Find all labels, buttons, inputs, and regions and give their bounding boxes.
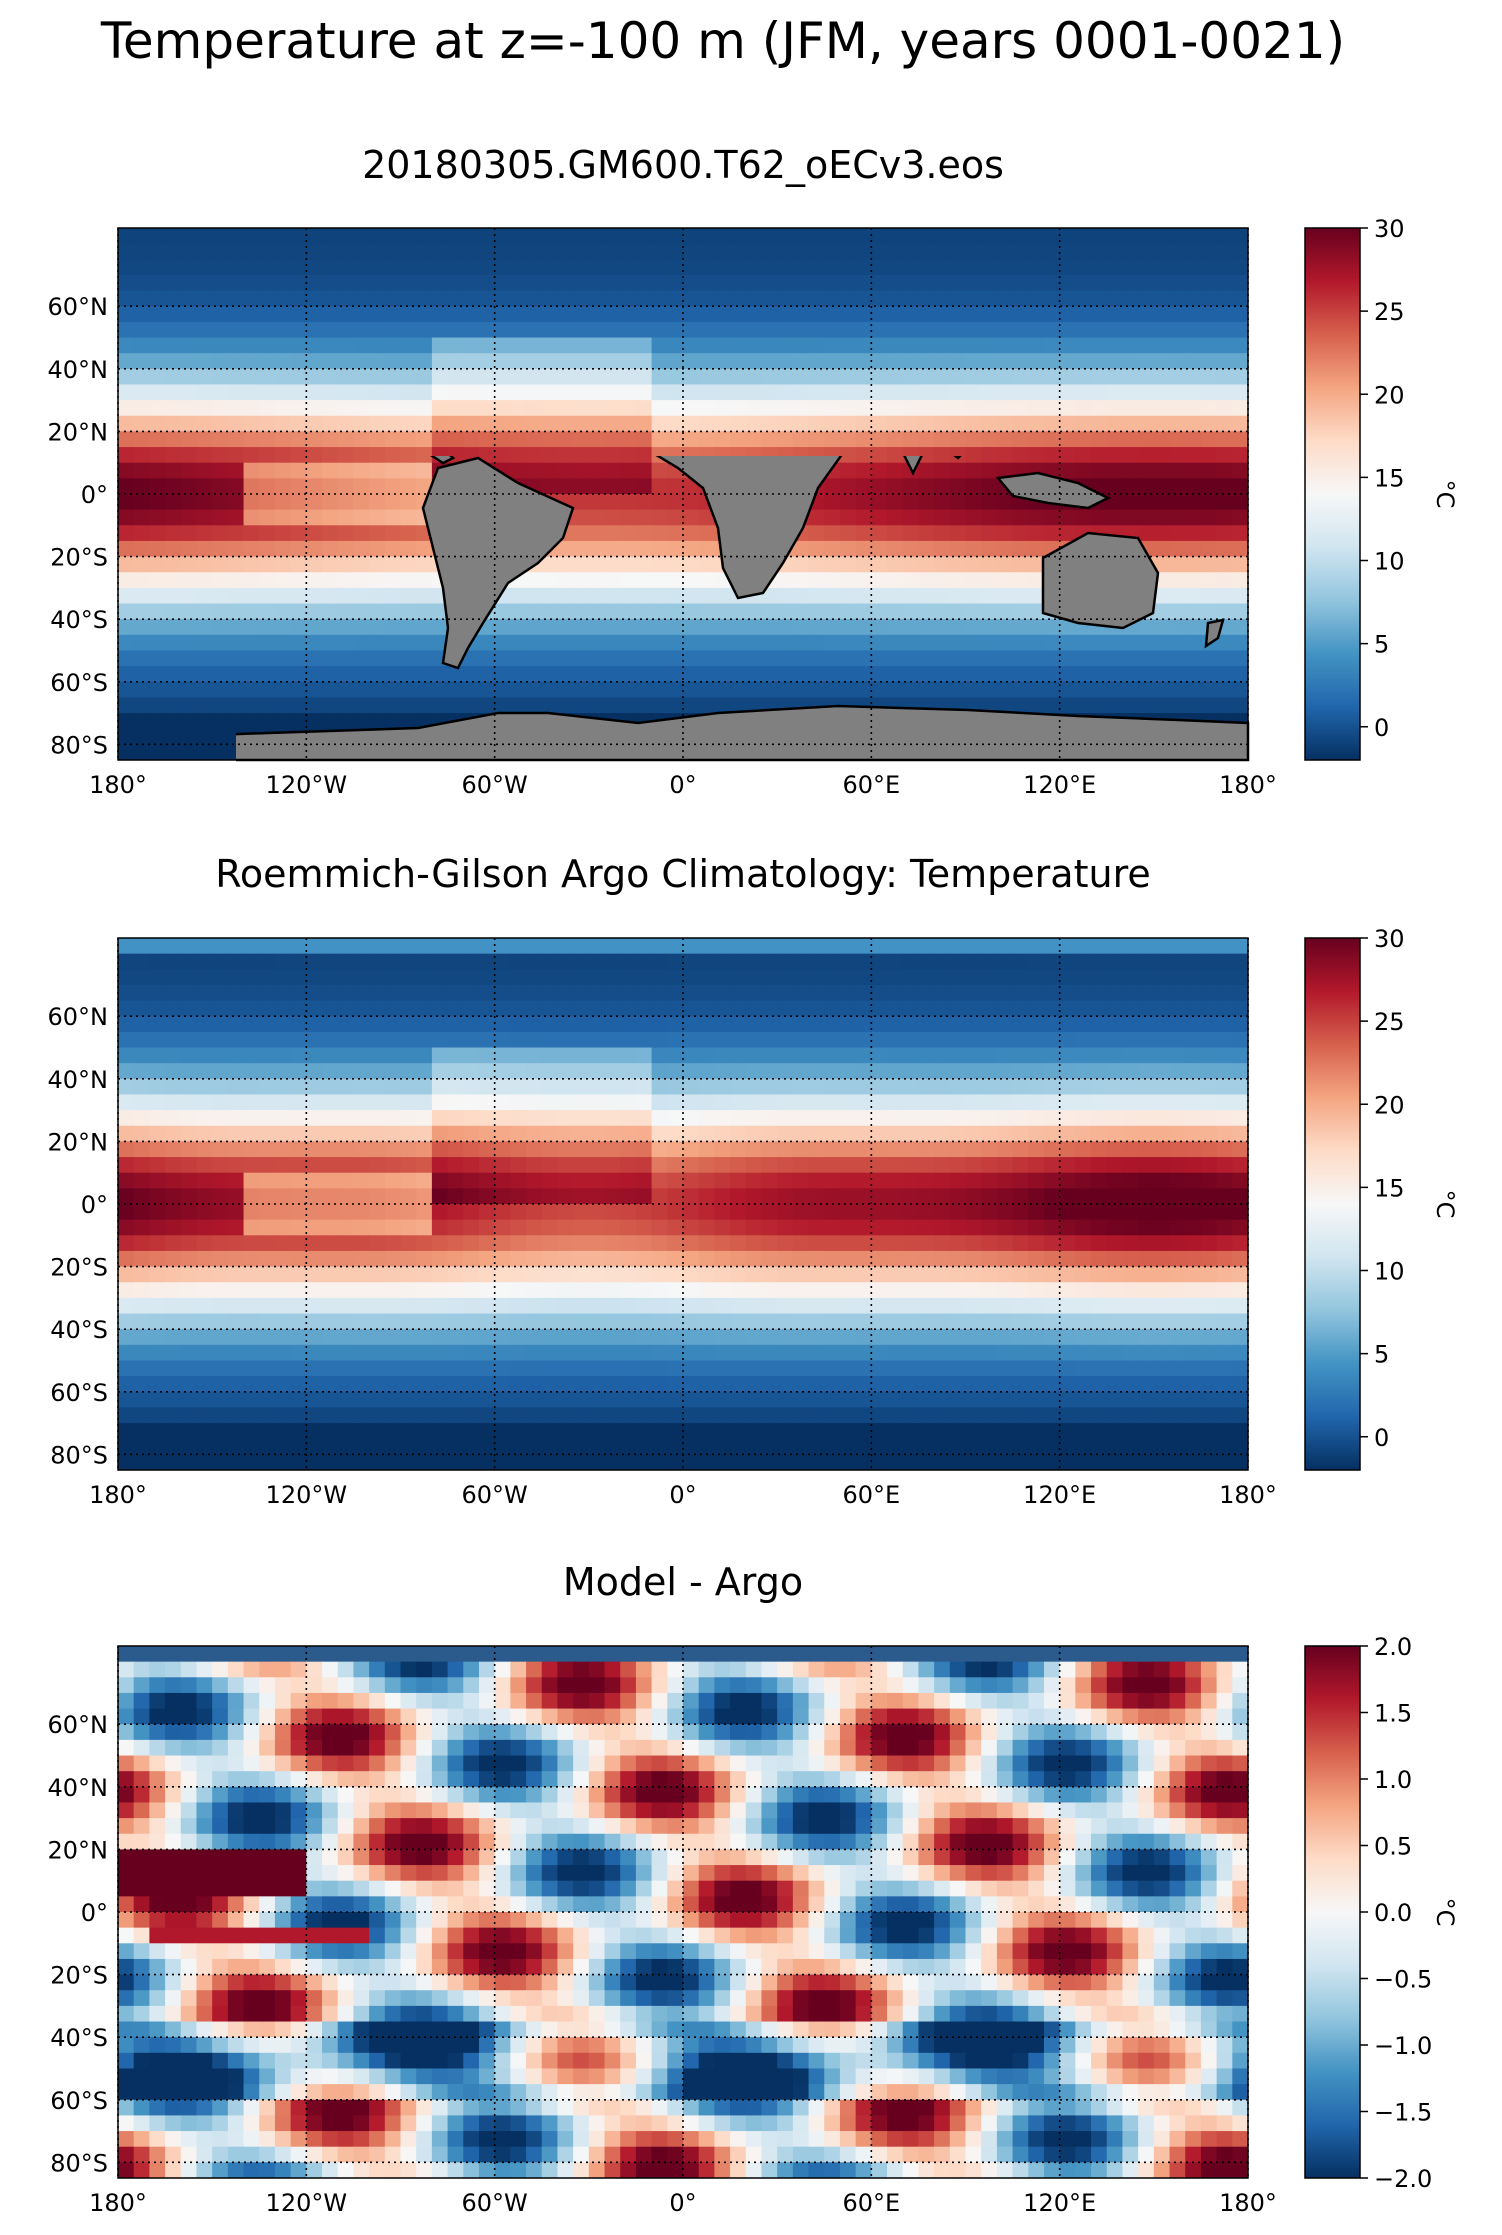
lat-tick-label: 20°N <box>48 418 109 446</box>
colorbar-tick-label: 20 <box>1374 381 1405 409</box>
colorbar-tick-label: 10 <box>1374 548 1405 576</box>
colorbar-tick-label: 15 <box>1374 1174 1405 1202</box>
figure-suptitle: Temperature at z=-100 m (JFM, years 0001… <box>100 12 1345 70</box>
lat-tick-label: 40°N <box>48 356 109 384</box>
colorbar-label: °C <box>1431 480 1459 509</box>
lat-tick-label: 80°S <box>50 1441 108 1469</box>
colorbar-tick-label: 25 <box>1374 298 1405 326</box>
colorbar-tick-label: 0 <box>1374 714 1389 742</box>
colorbar-tick-label: 1.5 <box>1374 1700 1412 1728</box>
lat-tick-label: 80°S <box>50 2149 108 2177</box>
colorbar-tick-label: −1.5 <box>1374 2099 1432 2127</box>
lat-tick-label: 40°S <box>50 1316 108 1344</box>
lon-tick-label: 120°W <box>266 1481 348 1509</box>
map-frame <box>117 937 1249 1471</box>
lat-tick-label: 0° <box>81 1899 108 1927</box>
panel-title: Roemmich-Gilson Argo Climatology: Temper… <box>215 852 1151 896</box>
colorbar-tick-label: 25 <box>1374 1008 1405 1036</box>
lat-tick-label: 20°S <box>50 544 108 572</box>
lon-tick-label: 60°E <box>842 771 900 799</box>
colorbar-tick-label: 0 <box>1374 1424 1389 1452</box>
colorbar-tick-label: 1.0 <box>1374 1766 1412 1794</box>
lon-tick-label: 60°W <box>462 2189 528 2217</box>
lat-tick-label: 0° <box>81 1191 108 1219</box>
lon-tick-label: 180° <box>1219 2189 1277 2217</box>
colorbar-tick-label: 5 <box>1374 1341 1389 1369</box>
lon-tick-label: 180° <box>1219 1481 1277 1509</box>
colorbar: −2.0 −1.5 −1.0 −0.5 0.0 0.5 1.0 1.5 2.0 °C <box>1304 1633 1459 2193</box>
lon-tick-label: 120°W <box>266 2189 348 2217</box>
map-panel-1: 20180305.GM600.T62_oECv3.eos 60°N 40°N 20°N… <box>48 143 1460 799</box>
lon-tick-label: 60°E <box>842 2189 900 2217</box>
colorbar-tick-label: 2.0 <box>1374 1633 1412 1661</box>
colorbar-gradient <box>1304 227 1361 761</box>
colorbar-gradient <box>1304 1645 1361 2179</box>
map-frame <box>117 1645 1249 2179</box>
lat-tick-label: 60°S <box>50 2087 108 2115</box>
lat-tick-label: 20°N <box>48 1836 109 1864</box>
lon-tick-label: 120°E <box>1023 2189 1096 2217</box>
colorbar-label: °C <box>1431 1898 1459 1927</box>
lon-tick-label: 60°E <box>842 1481 900 1509</box>
colorbar-tick-label: 5 <box>1374 631 1389 659</box>
colorbar-tick-label: 30 <box>1374 925 1405 953</box>
lon-tick-label: 0° <box>669 1481 696 1509</box>
lat-tick-label: 40°N <box>48 1774 109 1802</box>
lon-tick-label: 180° <box>89 771 147 799</box>
lon-tick-label: 60°W <box>462 771 528 799</box>
lat-tick-label: 40°N <box>48 1066 109 1094</box>
colorbar-tick-label: −0.5 <box>1374 1966 1432 1994</box>
colorbar-tick-label: 0.0 <box>1374 1899 1412 1927</box>
colorbar-gradient <box>1304 937 1361 1471</box>
panel-title: 20180305.GM600.T62_oECv3.eos <box>362 143 1004 187</box>
lat-tick-label: 60°S <box>50 669 108 697</box>
colorbar: 0 5 10 15 20 25 30 °C <box>1304 925 1459 1471</box>
lat-tick-label: 40°S <box>50 606 108 634</box>
colorbar-tick-label: 30 <box>1374 215 1405 243</box>
map-panel-2: Roemmich-Gilson Argo Climatology: Temper… <box>48 852 1460 1509</box>
lat-tick-label: 60°N <box>48 1711 109 1739</box>
lat-tick-label: 60°N <box>48 293 109 321</box>
lon-tick-label: 120°E <box>1023 1481 1096 1509</box>
lat-tick-label: 60°S <box>50 1379 108 1407</box>
colorbar-tick-label: 20 <box>1374 1091 1405 1119</box>
colorbar-tick-label: −1.0 <box>1374 2032 1432 2060</box>
lat-tick-label: 40°S <box>50 2024 108 2052</box>
lat-tick-label: 20°S <box>50 1962 108 1990</box>
colorbar-tick-label: 15 <box>1374 464 1405 492</box>
lon-tick-label: 0° <box>669 2189 696 2217</box>
lon-tick-label: 180° <box>89 2189 147 2217</box>
lat-tick-label: 0° <box>81 481 108 509</box>
lat-tick-label: 80°S <box>50 731 108 759</box>
map-panel-3: Model - Argo 60°N 40°N 20°N 0° 20°S 40°S 60°S 80… <box>48 1560 1460 2217</box>
colorbar-tick-label: 10 <box>1374 1258 1405 1286</box>
colorbar: 0 5 10 15 20 25 30 °C <box>1304 215 1459 761</box>
colorbar-label: °C <box>1431 1190 1459 1219</box>
lon-tick-label: 180° <box>1219 771 1277 799</box>
lat-tick-label: 20°N <box>48 1128 109 1156</box>
lon-tick-label: 120°E <box>1023 771 1096 799</box>
ocean-field <box>118 1646 1248 2178</box>
lon-tick-label: 180° <box>89 1481 147 1509</box>
map-frame <box>117 227 1249 761</box>
lon-tick-label: 60°W <box>462 1481 528 1509</box>
panel-title: Model - Argo <box>563 1560 803 1604</box>
colorbar-tick-label: −2.0 <box>1374 2165 1432 2193</box>
lon-tick-label: 0° <box>669 771 696 799</box>
ocean-field <box>118 938 1248 1470</box>
lon-tick-label: 120°W <box>266 771 348 799</box>
lat-tick-label: 20°S <box>50 1254 108 1282</box>
colorbar-tick-label: 0.5 <box>1374 1833 1412 1861</box>
lat-tick-label: 60°N <box>48 1003 109 1031</box>
